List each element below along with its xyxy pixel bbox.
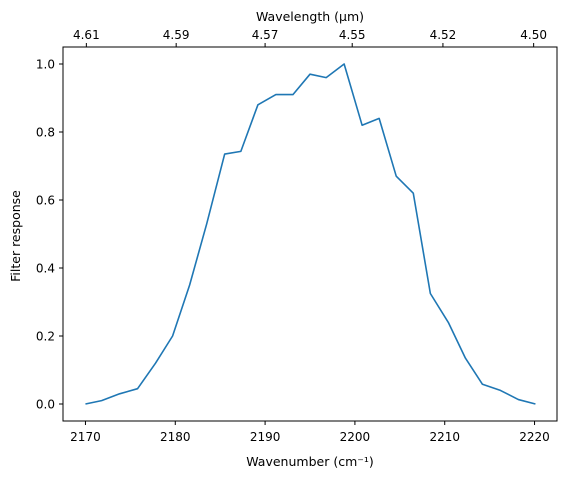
y-tick-label: 0.2 (36, 330, 55, 344)
top-tick-label: 4.55 (339, 28, 366, 42)
y-axis-label: Filter response (8, 190, 23, 282)
top-tick-label: 4.52 (430, 28, 457, 42)
x-tick-label: 2220 (519, 430, 550, 444)
top-tick-label: 4.61 (73, 28, 100, 42)
y-tick-label: 0.4 (36, 262, 55, 276)
top-tick-label: 4.59 (163, 28, 190, 42)
x-tick-label: 2190 (250, 430, 281, 444)
x-tick-label: 2210 (429, 430, 460, 444)
x-tick-label: 2170 (70, 430, 101, 444)
y-tick-label: 1.0 (36, 58, 55, 72)
plot-frame (62, 46, 558, 422)
y-tick-label: 0.6 (36, 194, 55, 208)
top-axis-label: Wavelength (μm) (256, 9, 364, 24)
x-tick-label: 2200 (340, 430, 371, 444)
y-tick-label: 0.0 (36, 398, 55, 412)
x-tick-label: 2180 (160, 430, 191, 444)
top-tick-label: 4.50 (520, 28, 547, 42)
series-line-0 (85, 63, 536, 405)
top-tick-label: 4.57 (252, 28, 279, 42)
y-tick-label: 0.8 (36, 126, 55, 140)
x-axis-label: Wavenumber (cm⁻¹) (246, 454, 373, 469)
